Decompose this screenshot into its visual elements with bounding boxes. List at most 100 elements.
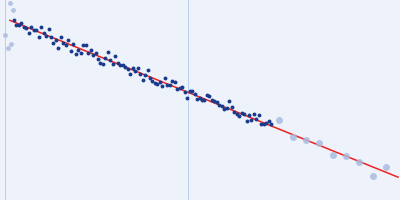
Point	[137, 73, 143, 76]
Point	[53, 39, 59, 42]
Point	[228, 105, 235, 109]
Point	[102, 56, 109, 59]
Point	[127, 72, 133, 75]
Point	[2, 34, 8, 37]
Point	[8, 42, 15, 45]
Point	[206, 94, 213, 97]
Point	[36, 36, 42, 39]
Point	[92, 51, 99, 55]
Point	[33, 28, 39, 32]
Point	[231, 111, 237, 114]
Point	[26, 31, 32, 35]
Point	[139, 79, 146, 82]
Point	[201, 98, 208, 102]
Point	[251, 112, 257, 116]
Point	[226, 100, 232, 103]
Point	[18, 22, 24, 25]
Point	[11, 18, 17, 21]
Point	[28, 25, 34, 29]
Point	[10, 9, 16, 12]
Point	[194, 98, 200, 101]
Point	[107, 58, 114, 62]
Point	[117, 63, 124, 66]
Point	[263, 121, 270, 125]
Point	[236, 114, 242, 118]
Point	[124, 67, 131, 71]
Point	[356, 160, 363, 163]
Point	[63, 44, 69, 47]
Point	[105, 51, 111, 54]
Point	[204, 94, 210, 97]
Point	[191, 92, 198, 95]
Point	[253, 118, 260, 121]
Point	[13, 23, 20, 27]
Point	[176, 86, 183, 89]
Point	[243, 119, 250, 122]
Point	[55, 46, 62, 49]
Point	[95, 57, 101, 60]
Point	[115, 62, 121, 65]
Point	[132, 70, 138, 73]
Point	[43, 35, 49, 38]
Point	[383, 166, 389, 169]
Point	[172, 80, 178, 83]
Point	[159, 84, 166, 88]
Point	[58, 36, 64, 39]
Point	[75, 49, 82, 52]
Point	[199, 98, 205, 102]
Point	[241, 112, 247, 115]
Point	[162, 76, 168, 79]
Point	[70, 43, 76, 46]
Point	[6, 2, 13, 5]
Point	[16, 23, 22, 26]
Point	[85, 51, 91, 55]
Point	[78, 51, 84, 55]
Point	[97, 61, 104, 64]
Point	[224, 107, 230, 110]
Point	[182, 90, 188, 93]
Point	[316, 142, 322, 145]
Point	[214, 100, 220, 103]
Point	[174, 87, 180, 90]
Point	[60, 42, 66, 45]
Point	[276, 119, 282, 122]
Point	[20, 25, 27, 28]
Point	[196, 96, 203, 99]
Point	[68, 49, 74, 52]
Point	[238, 111, 245, 114]
Point	[330, 153, 336, 156]
Point	[289, 135, 296, 139]
Point	[256, 113, 262, 117]
Point	[5, 47, 11, 50]
Point	[261, 122, 267, 126]
Point	[50, 41, 57, 45]
Point	[122, 66, 128, 69]
Point	[268, 122, 274, 126]
Point	[90, 53, 96, 56]
Point	[65, 39, 72, 42]
Point	[30, 28, 37, 31]
Point	[149, 79, 156, 83]
Point	[80, 43, 86, 47]
Point	[246, 114, 252, 117]
Point	[110, 62, 116, 65]
Point	[209, 98, 215, 101]
Point	[45, 27, 52, 31]
Point	[87, 48, 94, 52]
Point	[370, 174, 376, 178]
Point	[169, 79, 176, 83]
Point	[303, 138, 309, 141]
Point	[130, 67, 136, 70]
Point	[72, 52, 79, 56]
Point	[186, 89, 193, 92]
Point	[164, 83, 170, 87]
Point	[120, 63, 126, 67]
Point	[112, 55, 118, 58]
Point	[23, 26, 30, 29]
Point	[266, 120, 272, 123]
Point	[234, 112, 240, 115]
Point	[40, 32, 47, 35]
Point	[248, 118, 255, 121]
Point	[142, 74, 148, 77]
Point	[154, 82, 161, 85]
